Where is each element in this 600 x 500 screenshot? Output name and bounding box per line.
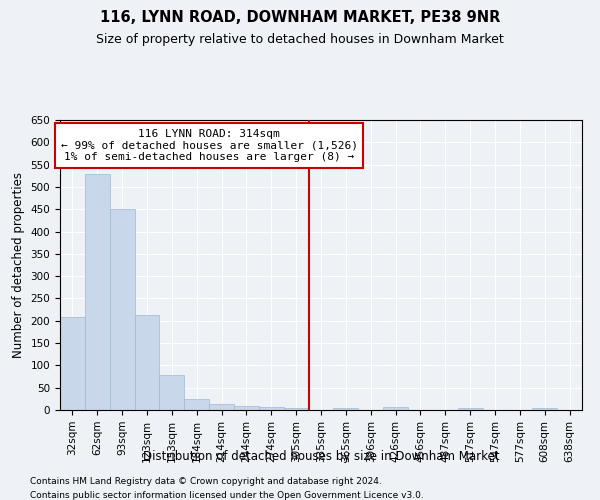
Bar [85,174,110,410]
Bar [259,407,284,410]
Bar [209,404,234,410]
Text: 116 LYNN ROAD: 314sqm
← 99% of detached houses are smaller (1,526)
1% of semi-de: 116 LYNN ROAD: 314sqm ← 99% of detached … [61,129,358,162]
Text: 116, LYNN ROAD, DOWNHAM MARKET, PE38 9NR: 116, LYNN ROAD, DOWNHAM MARKET, PE38 9NR [100,10,500,25]
Bar [532,408,557,410]
Bar [134,316,160,410]
Y-axis label: Number of detached properties: Number of detached properties [12,172,25,358]
Bar [334,408,358,410]
Bar [160,375,184,410]
Bar [458,408,482,410]
Bar [184,399,209,410]
Bar [284,408,308,410]
Text: Size of property relative to detached houses in Downham Market: Size of property relative to detached ho… [96,32,504,46]
Bar [60,317,85,410]
Text: Contains public sector information licensed under the Open Government Licence v3: Contains public sector information licen… [30,491,424,500]
Bar [383,407,408,410]
Text: Distribution of detached houses by size in Downham Market: Distribution of detached houses by size … [143,450,499,463]
Text: Contains HM Land Registry data © Crown copyright and database right 2024.: Contains HM Land Registry data © Crown c… [30,478,382,486]
Bar [234,406,259,410]
Bar [110,209,134,410]
